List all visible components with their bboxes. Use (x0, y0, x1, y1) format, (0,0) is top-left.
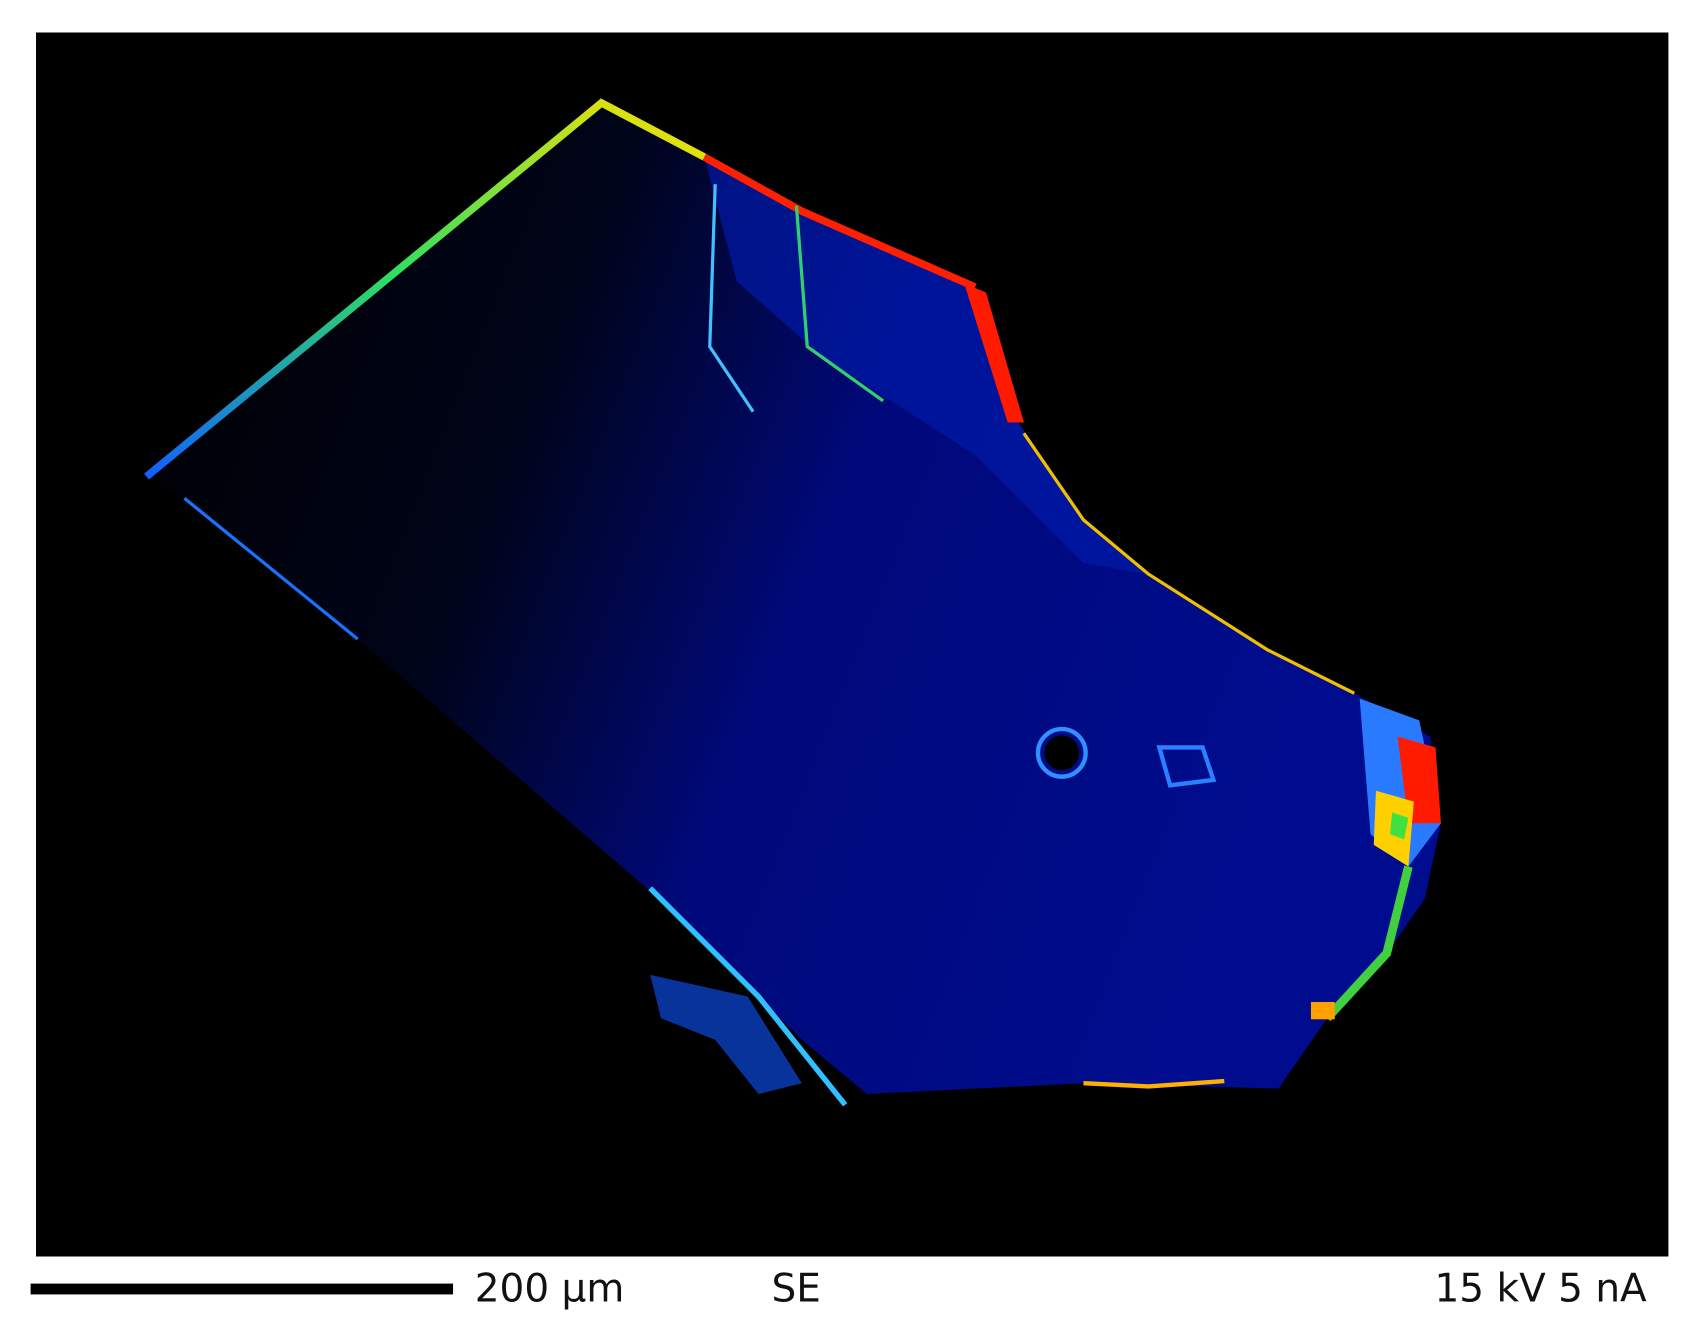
crystal (144, 98, 1441, 1107)
detector-label: SE (772, 1267, 821, 1312)
scale-bar-label: 200 µm (475, 1267, 625, 1312)
beam-conditions: 15 kV 5 nA (1435, 1267, 1648, 1312)
scale-bar (30, 1283, 454, 1295)
